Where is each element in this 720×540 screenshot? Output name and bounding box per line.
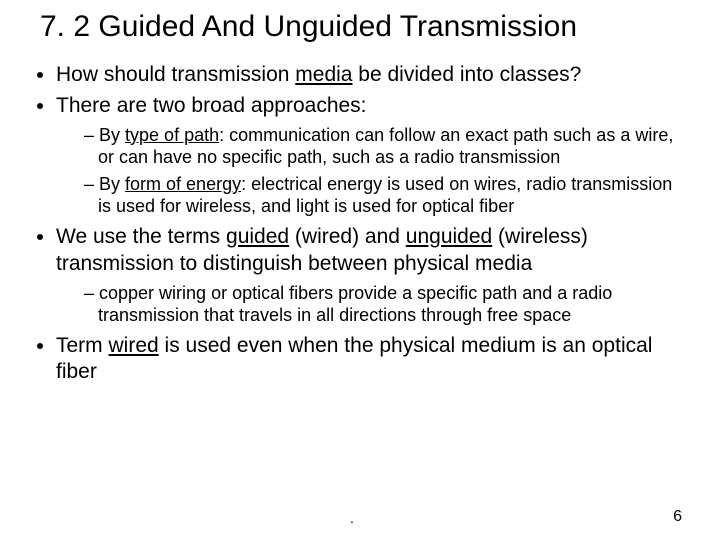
page-number: 6	[673, 508, 682, 526]
bullet-2a-pre: By	[99, 125, 125, 145]
bullet-4-u1: wired	[109, 334, 159, 357]
bullet-2b-underline: form of energy	[125, 174, 241, 194]
bullet-2a: By type of path: communication can follo…	[84, 124, 690, 169]
bullet-3-u1: guided	[226, 225, 289, 248]
footer-dot: .	[350, 510, 354, 526]
bullet-2b-pre: By	[99, 174, 125, 194]
bullet-4: Term wired is used even when the physica…	[56, 333, 690, 387]
slide: 7. 2 Guided And Unguided Transmission Ho…	[0, 0, 720, 540]
bullet-2-sublist: By type of path: communication can follo…	[56, 124, 690, 218]
bullet-3a-text: copper wiring or optical fibers provide …	[98, 283, 612, 326]
bullet-3-p2: (wired) and	[289, 225, 406, 248]
bullet-2-text: There are two broad approaches:	[56, 94, 367, 117]
bullet-3-p1: We use the terms	[56, 225, 226, 248]
bullet-3a: copper wiring or optical fibers provide …	[84, 282, 690, 327]
bullet-2b: By form of energy: electrical energy is …	[84, 173, 690, 218]
slide-title: 7. 2 Guided And Unguided Transmission	[30, 10, 690, 44]
bullet-1-underline: media	[295, 63, 352, 86]
bullet-list: How should transmission media be divided…	[30, 62, 690, 386]
bullet-4-p1: Term	[56, 334, 109, 357]
bullet-3-u2: unguided	[406, 225, 492, 248]
bullet-3-sublist: copper wiring or optical fibers provide …	[56, 282, 690, 327]
bullet-2a-underline: type of path	[125, 125, 219, 145]
bullet-1-pre: How should transmission	[56, 63, 295, 86]
bullet-1: How should transmission media be divided…	[56, 62, 690, 89]
bullet-2: There are two broad approaches: By type …	[56, 93, 690, 218]
bullet-3: We use the terms guided (wired) and ungu…	[56, 224, 690, 327]
bullet-1-post: be divided into classes?	[352, 63, 581, 86]
